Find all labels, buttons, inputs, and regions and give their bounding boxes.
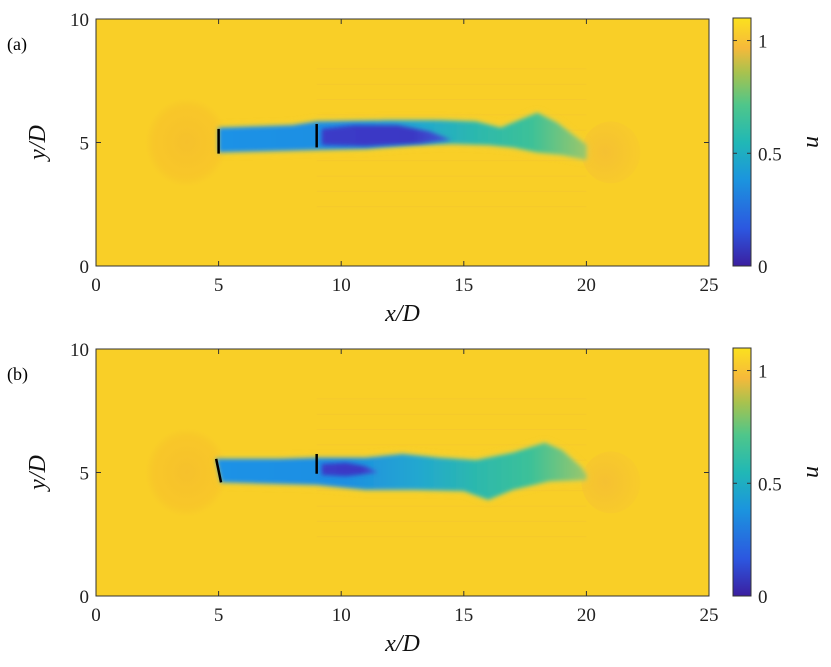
- x-axis-label: x/D: [384, 301, 420, 327]
- x-axis-label: x/D: [384, 631, 420, 657]
- colorbar-tick-label: 0: [758, 587, 768, 608]
- colorbar-tick-label: 0: [758, 257, 768, 278]
- y-tick-label: 0: [80, 587, 90, 608]
- x-tick-label: 20: [577, 275, 596, 296]
- y-tick-label: 0: [80, 257, 90, 278]
- wake-deficit-core: [321, 462, 378, 477]
- x-tick-label: 0: [91, 275, 101, 296]
- x-tick-label: 15: [454, 275, 473, 296]
- turbine-1: [214, 458, 223, 483]
- induction-zone-upstream: [145, 98, 229, 187]
- colorbar-tick-label: 1: [758, 362, 768, 383]
- wake-deficit-core: [321, 125, 452, 147]
- colorbar-tick-label: 0.5: [758, 144, 782, 165]
- x-tick-label: 25: [700, 275, 719, 296]
- y-axis-label: y/D: [25, 125, 51, 162]
- induction-zone-downstream: [581, 121, 641, 184]
- colorbar-label: u: [798, 466, 824, 478]
- x-tick-label: 15: [454, 605, 473, 626]
- y-axis-label: y/D: [25, 455, 51, 492]
- x-tick-label: 5: [214, 605, 224, 626]
- x-tick-label: 5: [214, 275, 224, 296]
- induction-zone-downstream: [581, 451, 641, 514]
- x-tick-label: 0: [91, 605, 101, 626]
- wake-region: [216, 442, 587, 500]
- x-tick-label: 10: [332, 605, 351, 626]
- panel-label: (a): [7, 34, 27, 55]
- y-tick-label: 5: [80, 134, 90, 155]
- panel-1: 0 5 10 15 20 25 0 5 10 x/D y/D (b) 0 0.5 1 u: [7, 340, 824, 657]
- y-tick-label: 5: [80, 464, 90, 485]
- y-tick-label: 10: [70, 340, 89, 361]
- colorbar: [732, 17, 752, 267]
- x-tick-label: 20: [577, 605, 596, 626]
- y-tick-label: 10: [70, 10, 89, 31]
- x-tick-label: 25: [700, 605, 719, 626]
- panel-label: (b): [7, 364, 28, 385]
- colorbar: [732, 347, 752, 597]
- colorbar-tick-label: 0.5: [758, 474, 782, 495]
- x-tick-label: 10: [332, 275, 351, 296]
- induction-zone-upstream: [145, 428, 229, 517]
- panel-0: 0 5 10 15 20 25 0 5 10 x/D y/D (a) 0 0.5 1 u: [7, 10, 824, 327]
- colorbar-label: u: [798, 136, 824, 148]
- colorbar-tick-label: 1: [758, 32, 768, 53]
